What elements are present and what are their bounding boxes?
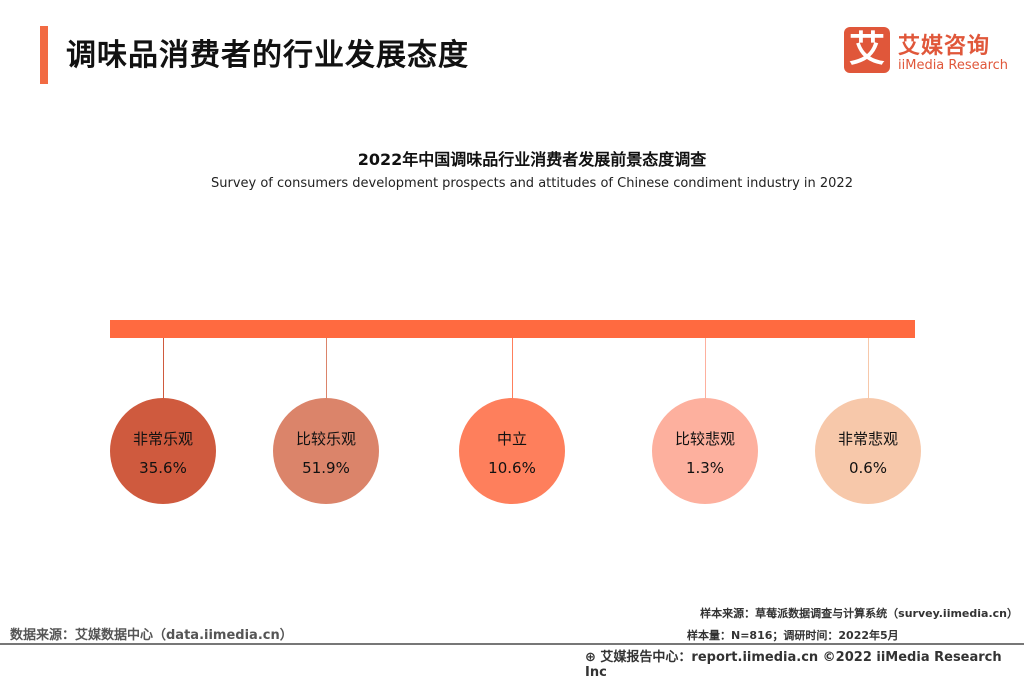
category-label: 比较悲观 (674, 430, 735, 448)
logo-mark: 艾 (844, 27, 890, 73)
category-label: 中立 (496, 430, 527, 448)
value-label: 35.6% (139, 459, 187, 477)
value-label: 0.6% (848, 459, 888, 477)
logo-text-en: iiMedia Research (898, 58, 1009, 73)
footer-divider (0, 643, 1024, 645)
timeline-bar (110, 320, 915, 338)
value-label: 51.9% (302, 459, 350, 477)
category-bubble: 非常悲观 0.6% (815, 398, 921, 504)
connector-line (868, 338, 869, 400)
title-accent-bar (40, 26, 48, 84)
chart-subtitle: Survey of consumers development prospect… (211, 176, 853, 191)
value-label: 1.3% (685, 459, 725, 477)
category-bubble: 中立 10.6% (459, 398, 565, 504)
page-title: 调味品消费者的行业发展态度 (66, 38, 469, 73)
category-label: 比较乐观 (295, 430, 356, 448)
data-source: 数据来源：艾媒数据中心（data.iimedia.cn） (10, 628, 293, 643)
category-label: 非常乐观 (132, 430, 193, 448)
connector-line (705, 338, 706, 400)
footer-text: ⊕ 艾媒报告中心：report.iimedia.cn ©2022 iiMedia… (585, 650, 1002, 680)
category-bubble: 比较悲观 1.3% (652, 398, 758, 504)
connector-line (512, 338, 513, 400)
logo-text-cn: 艾媒咨询 (898, 34, 991, 59)
category-bubble: 比较乐观 51.9% (273, 398, 379, 504)
category-label: 非常悲观 (837, 430, 898, 448)
sample-size: 样本量：N=816；调研时间：2022年5月 (687, 629, 899, 642)
connector-line (326, 338, 327, 400)
value-label: 10.6% (488, 459, 536, 477)
connector-line (163, 338, 164, 400)
chart-title: 2022年中国调味品行业消费者发展前景态度调查 (357, 150, 707, 169)
globe-icon: ⊕ (585, 650, 601, 665)
sample-source: 样本来源：草莓派数据调查与计算系统（survey.iimedia.cn） (700, 607, 1018, 620)
category-bubble: 非常乐观 35.6% (110, 398, 216, 504)
